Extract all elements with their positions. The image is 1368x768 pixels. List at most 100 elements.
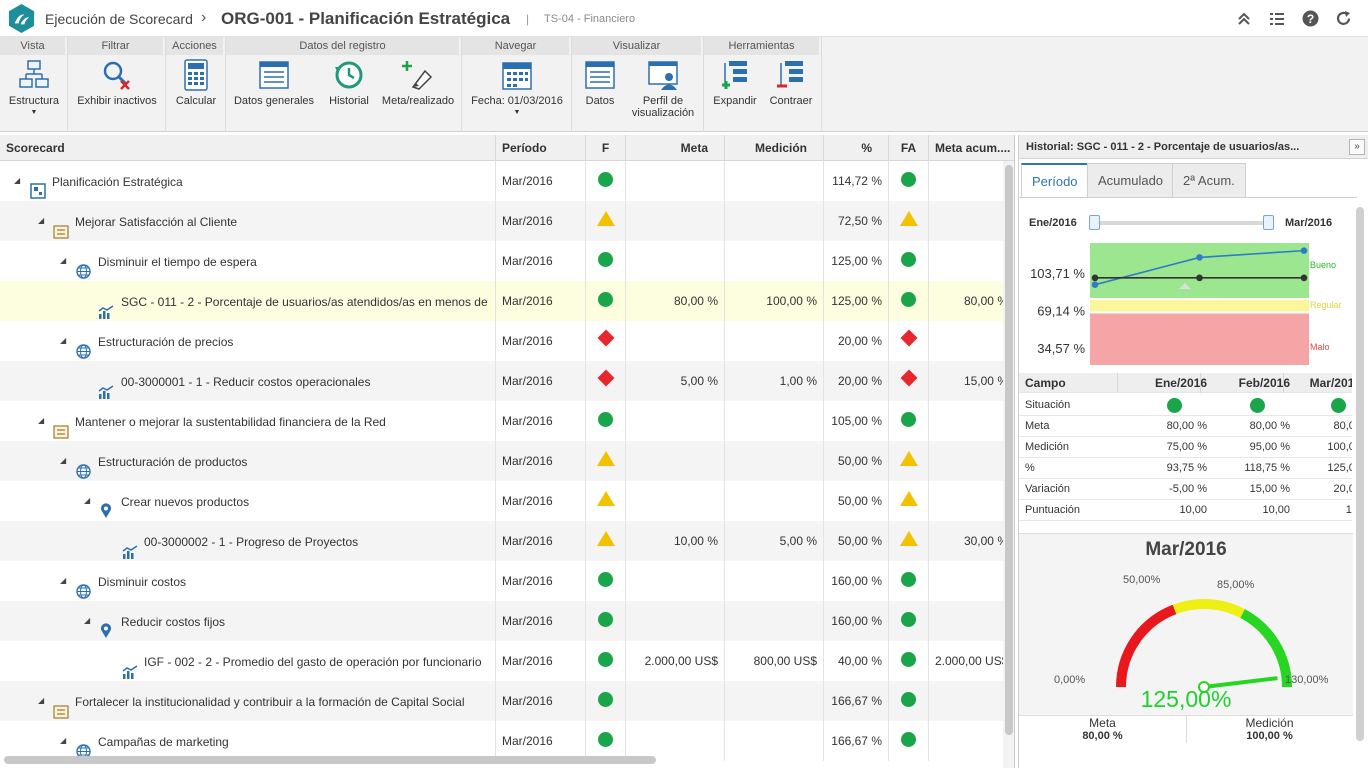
breadcrumb-chevron-icon: ›: [201, 9, 207, 26]
table-row[interactable]: ◢ Disminuir costos Mar/2016 160,00 %: [0, 561, 1003, 601]
history-header-divider: [1117, 373, 1118, 393]
scorecard-name: Mejorar Satisfacción al Cliente: [75, 215, 238, 229]
col-periodo[interactable]: Período: [496, 135, 586, 161]
table-row[interactable]: 00-3000001 - 1 - Reducir costos operacio…: [0, 361, 1008, 401]
table-row[interactable]: ◢ Estructuración de productos Mar/2016 50,0…: [0, 441, 1003, 481]
horizontal-scroll-thumb[interactable]: [4, 756, 656, 764]
exhibir-inactivos-button[interactable]: Exhibir inactivos: [74, 59, 160, 107]
col-scorecard[interactable]: Scorecard: [0, 135, 496, 161]
range-slider-track[interactable]: [1093, 221, 1269, 225]
cell-medicion: [725, 441, 824, 481]
cell-scorecard[interactable]: ◢ Reducir costos fijos: [0, 601, 496, 641]
table-row[interactable]: ◢ Fortalecer la institucionalidad y contr…: [0, 681, 1003, 721]
series-point: [1300, 247, 1308, 254]
scorecard-name: IGF - 002 - 2 - Promedio del gasto de op…: [144, 655, 482, 669]
ribbon-toolbar: Vista Estructura ▼ Filtrar Exhibir inact…: [0, 37, 1368, 132]
historial-button[interactable]: Historial: [324, 59, 374, 107]
table-row[interactable]: ◢ Planificación Estratégica Mar/2016 114,72…: [0, 161, 1003, 201]
cell-meta: [626, 721, 725, 761]
tree-toggle-icon[interactable]: ◢: [84, 616, 91, 625]
cell-scorecard[interactable]: 00-3000002 - 1 - Progreso de Proyectos: [0, 521, 496, 561]
table-row[interactable]: SGC - 011 - 2 - Porcentaje de usuarios/a…: [0, 281, 1008, 321]
col-f[interactable]: F: [586, 135, 626, 161]
expandir-button[interactable]: Expandir: [710, 59, 760, 107]
col-fa[interactable]: FA: [889, 135, 929, 161]
tree-toggle-icon[interactable]: ◢: [38, 216, 45, 225]
cell-scorecard[interactable]: IGF - 002 - 2 - Promedio del gasto de op…: [0, 641, 496, 681]
ribbon-group-title: Visualizar: [572, 37, 703, 55]
cell-meta-acum: 15,00 %: [929, 361, 1014, 401]
table-row[interactable]: IGF - 002 - 2 - Promedio del gasto de op…: [0, 641, 1008, 681]
estructura-button[interactable]: Estructura ▼: [2, 59, 66, 116]
collapse-up-icon[interactable]: [1236, 11, 1252, 27]
table-row[interactable]: ◢ Mejorar Satisfacción al Cliente Mar/2016…: [0, 201, 1003, 241]
panel-scroll-thumb[interactable]: [1356, 207, 1364, 741]
collapse-panel-icon[interactable]: »: [1349, 139, 1365, 155]
globe-icon: [76, 455, 91, 481]
gauge-t1-label: 50,00%: [1123, 574, 1161, 586]
table-row[interactable]: 00-3000002 - 1 - Progreso de Proyectos Ma…: [0, 521, 1008, 561]
tree-toggle-icon[interactable]: ◢: [60, 456, 67, 465]
cell-medicion: [725, 481, 824, 521]
status-yellow-icon: [899, 491, 918, 506]
title-separator: |: [526, 12, 530, 26]
cell-scorecard[interactable]: ◢ Estructuración de productos: [0, 441, 496, 481]
col-meta-acum[interactable]: Meta acum....: [929, 135, 1014, 161]
tab-periodo[interactable]: Período: [1021, 163, 1089, 198]
range-slider-handle-end[interactable]: [1263, 215, 1274, 230]
cell-scorecard[interactable]: ◢ Crear nuevos productos: [0, 481, 496, 521]
calcular-button[interactable]: Calcular: [170, 59, 222, 107]
cell-scorecard[interactable]: ◢ Estructuración de precios: [0, 321, 496, 361]
cell-scorecard[interactable]: ◢ Campañas de marketing: [0, 721, 496, 761]
history-col-header: Mar/2016: [1309, 376, 1352, 390]
band-label: Bueno: [1310, 260, 1336, 270]
table-row[interactable]: ◢ Disminuir el tiempo de espera Mar/2016 12…: [0, 241, 1003, 281]
table-row[interactable]: ◢ Crear nuevos productos Mar/2016 50,00 %: [0, 481, 1003, 521]
breadcrumb[interactable]: Ejecución de Scorecard: [45, 11, 193, 27]
cell-scorecard[interactable]: ◢ Disminuir el tiempo de espera: [0, 241, 496, 281]
cell-scorecard[interactable]: 00-3000001 - 1 - Reducir costos operacio…: [0, 361, 496, 401]
cell-f: [586, 281, 626, 321]
col-meta[interactable]: Meta: [626, 135, 725, 161]
table-row[interactable]: ◢ Mantener o mejorar la sustentabilidad f…: [0, 401, 1003, 441]
datos-generales-button[interactable]: Datos generales: [232, 59, 316, 107]
datos-button[interactable]: Datos: [578, 59, 622, 107]
tab-acumulado[interactable]: Acumulado: [1087, 163, 1175, 197]
tree-toggle-icon[interactable]: ◢: [84, 496, 91, 505]
table-row[interactable]: ◢ Reducir costos fijos Mar/2016 160,00 %: [0, 601, 1003, 641]
svg-text:?: ?: [1307, 12, 1314, 26]
meta-realizado-button[interactable]: Meta/realizado: [380, 59, 456, 107]
col-medicion[interactable]: Medición: [725, 135, 824, 161]
profile-view-icon: [648, 61, 678, 90]
tree-toggle-icon[interactable]: ◢: [60, 736, 67, 745]
cell-scorecard[interactable]: ◢ Disminuir costos: [0, 561, 496, 601]
tab-segunda-acum[interactable]: 2ª Acum.: [1172, 163, 1246, 197]
perfil-visualizacion-button[interactable]: Perfil de visualización: [628, 59, 698, 119]
tree-toggle-icon[interactable]: ◢: [38, 696, 45, 705]
table-row[interactable]: ◢ Campañas de marketing Mar/2016 166,67 %: [0, 721, 1003, 761]
table-row[interactable]: ◢ Estructuración de precios Mar/2016 20,00 …: [0, 321, 1003, 361]
fecha-button[interactable]: Fecha: 01/03/2016 ▼: [466, 59, 568, 116]
cell-scorecard[interactable]: ◢ Mejorar Satisfacción al Cliente: [0, 201, 496, 241]
cell-pct: 40,00 %: [824, 641, 889, 681]
contraer-button[interactable]: Contraer: [766, 59, 816, 107]
cell-scorecard[interactable]: SGC - 011 - 2 - Porcentaje de usuarios/a…: [0, 281, 496, 321]
tree-toggle-icon[interactable]: ◢: [60, 336, 67, 345]
cell-scorecard[interactable]: ◢ Fortalecer la institucionalidad y contr…: [0, 681, 496, 721]
tree-toggle-icon[interactable]: ◢: [38, 416, 45, 425]
list-icon[interactable]: [1269, 11, 1285, 27]
range-slider-handle-start[interactable]: [1089, 215, 1100, 230]
history-col-header: Campo: [1025, 376, 1066, 390]
cell-value: 1,00 %: [779, 374, 817, 388]
tree-toggle-icon[interactable]: ◢: [14, 176, 21, 185]
vertical-scroll-thumb[interactable]: [1005, 165, 1013, 735]
cell-scorecard[interactable]: ◢ Mantener o mejorar la sustentabilidad f…: [0, 401, 496, 441]
cell-value: 166,67 %: [831, 694, 882, 708]
refresh-icon[interactable]: [1335, 10, 1352, 27]
cell-scorecard[interactable]: ◢ Planificación Estratégica: [0, 161, 496, 201]
app-logo-icon[interactable]: [6, 3, 37, 34]
tree-toggle-icon[interactable]: ◢: [60, 576, 67, 585]
col-pct[interactable]: %: [824, 135, 889, 161]
tree-toggle-icon[interactable]: ◢: [60, 256, 67, 265]
help-icon[interactable]: ?: [1302, 10, 1319, 27]
